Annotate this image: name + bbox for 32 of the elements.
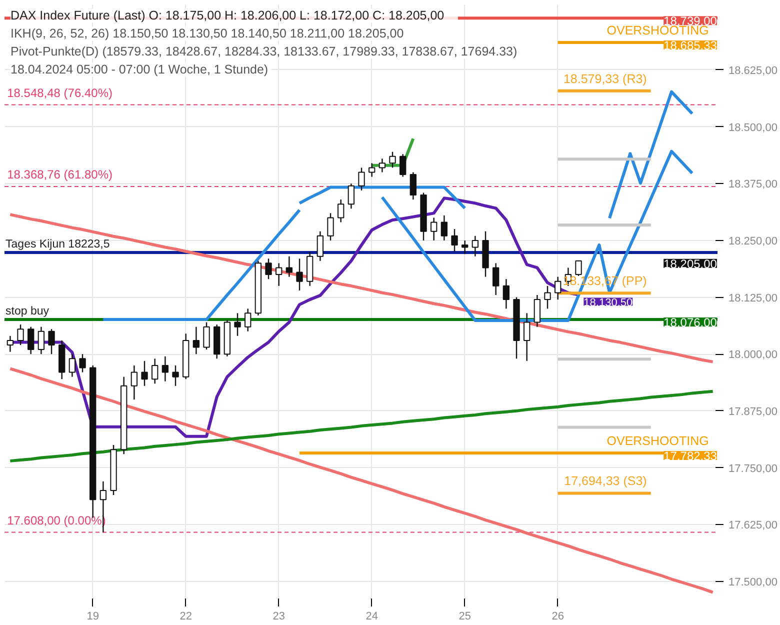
annotation: 18.685,33 [664, 38, 718, 53]
ref-line-label: stop buy [6, 306, 50, 318]
annotation: IKH(9, 26, 52, 26) 18.150,50 18.130,50 18.140,50 18.211,00 18.205,00 [10, 26, 404, 40]
y-tick-label: 17.750,00 [728, 462, 778, 475]
annotation: 17.782,33 [664, 449, 718, 464]
y-tick-label: 18.625,00 [728, 64, 778, 77]
data-label: 18.130,50 [584, 296, 633, 309]
annotation: 18.04.2024 05:00 - 07:00 (1 Woche, 1 Stunde) [10, 62, 268, 76]
series-label: 17,694,33 (S3) [564, 474, 647, 488]
annotation: 18.076,00 [664, 316, 718, 330]
y-tick-label: 18.250,00 [728, 235, 778, 248]
ref-line-label: 18.548,48 (76.40%) [7, 86, 113, 100]
y-tick-label: 18.375,00 [728, 178, 778, 191]
x-tick-label: 25 [458, 610, 471, 622]
series-label: OVERSHOOTING [606, 434, 709, 448]
x-tick-label: 26 [552, 610, 564, 622]
y-tick-label: 18.000,00 [728, 349, 778, 362]
x-tick-label: 19 [86, 610, 99, 622]
annotation: Pivot-Punkte(D) (18579.33, 18428.67, 18284.33, 18133.67, 17989.33, 17838.67, 17694.33) [10, 44, 518, 58]
y-tick-label: 17.875,00 [728, 406, 778, 418]
chart-title: DAX Index Future (Last) O: 18.175,00 H: 18.206,00 L: 18.172,00 C: 18.205,00 [10, 8, 444, 22]
ref-line-label: 18.368,76 (61.80%) [7, 167, 113, 182]
x-tick-label: 24 [366, 610, 378, 622]
series-label: 18.579,33 (R3) [563, 72, 647, 86]
x-tick-label: 22 [180, 610, 192, 622]
x-tick-label: 23 [272, 610, 285, 622]
text: 18.205,00 [664, 256, 717, 271]
y-tick-label: 17.500,00 [728, 576, 778, 588]
ref-line-label: Tages Kijun 18223,5 [6, 238, 110, 250]
y-tick-label: 17.625,00 [728, 520, 778, 532]
y-tick-label: 18.125,00 [728, 292, 778, 304]
y-tick-label: 18.500,00 [728, 122, 778, 134]
